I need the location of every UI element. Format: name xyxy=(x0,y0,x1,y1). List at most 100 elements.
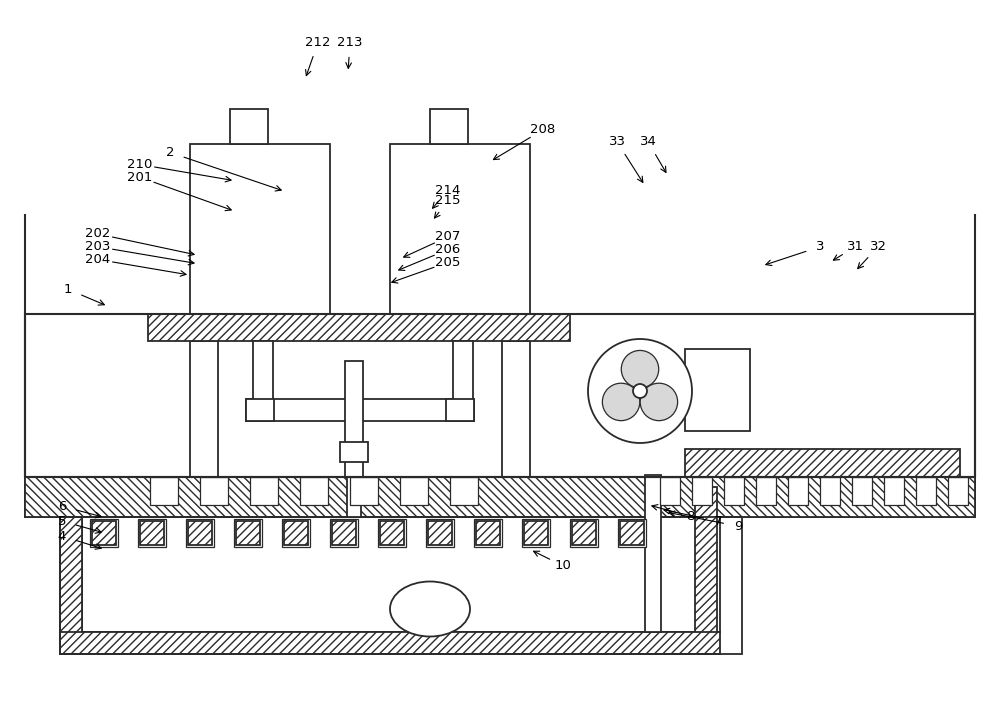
Bar xyxy=(190,144,330,314)
Bar xyxy=(788,477,808,505)
Bar xyxy=(236,521,260,545)
Text: 33: 33 xyxy=(608,135,626,148)
Circle shape xyxy=(633,384,647,398)
Circle shape xyxy=(640,383,678,420)
Bar xyxy=(852,477,872,505)
Text: 1: 1 xyxy=(64,283,72,296)
Bar xyxy=(90,519,118,547)
Text: 207: 207 xyxy=(435,230,461,243)
Bar xyxy=(246,399,474,421)
Bar xyxy=(190,341,218,477)
Bar xyxy=(692,477,712,505)
Text: 204: 204 xyxy=(85,253,111,266)
Bar xyxy=(660,477,680,505)
Circle shape xyxy=(602,383,640,420)
Text: 6: 6 xyxy=(58,500,66,513)
Bar xyxy=(450,477,478,505)
Bar xyxy=(756,477,776,505)
Bar xyxy=(347,462,361,517)
Bar xyxy=(138,519,166,547)
Bar xyxy=(570,519,598,547)
Text: 202: 202 xyxy=(85,228,111,240)
Bar xyxy=(340,442,368,462)
Bar xyxy=(25,477,975,517)
Text: 203: 203 xyxy=(85,240,111,253)
Text: 7: 7 xyxy=(714,515,722,527)
Bar xyxy=(820,477,840,505)
Text: 201: 201 xyxy=(127,171,153,184)
Bar xyxy=(25,314,975,477)
Bar xyxy=(446,399,474,421)
Bar xyxy=(92,521,116,545)
Bar xyxy=(230,109,268,144)
Bar xyxy=(332,521,356,545)
Bar xyxy=(250,477,278,505)
Text: 3: 3 xyxy=(816,240,824,253)
Text: 5: 5 xyxy=(58,515,66,527)
Bar xyxy=(948,477,968,505)
Text: 32: 32 xyxy=(870,240,887,253)
Bar xyxy=(282,519,310,547)
Bar xyxy=(426,519,454,547)
Bar xyxy=(300,477,328,505)
Bar xyxy=(380,521,404,545)
Bar xyxy=(140,521,164,545)
Text: 8: 8 xyxy=(686,510,694,523)
Circle shape xyxy=(588,339,692,443)
Text: 4: 4 xyxy=(58,530,66,542)
Bar xyxy=(246,399,274,421)
Bar xyxy=(400,477,428,505)
Bar xyxy=(695,487,717,654)
Bar xyxy=(390,144,530,314)
Bar xyxy=(186,519,214,547)
Bar xyxy=(25,314,975,477)
Bar xyxy=(916,477,936,505)
Bar xyxy=(25,477,975,517)
Text: 10: 10 xyxy=(555,559,571,572)
Bar xyxy=(150,477,178,505)
Text: 213: 213 xyxy=(337,36,363,49)
Bar xyxy=(60,517,82,654)
Bar xyxy=(60,632,720,654)
Bar xyxy=(428,521,452,545)
Bar xyxy=(330,519,358,547)
Bar xyxy=(60,517,742,654)
Bar xyxy=(645,475,661,632)
Bar xyxy=(378,519,406,547)
Bar xyxy=(618,519,646,547)
Bar xyxy=(572,521,596,545)
Bar xyxy=(284,521,308,545)
Bar xyxy=(524,521,548,545)
Ellipse shape xyxy=(390,581,470,637)
Text: 31: 31 xyxy=(846,240,864,253)
Bar xyxy=(234,519,262,547)
Bar xyxy=(685,349,750,431)
Text: 205: 205 xyxy=(435,256,461,269)
Bar xyxy=(476,521,500,545)
Bar xyxy=(474,519,502,547)
Text: 210: 210 xyxy=(127,158,153,171)
Bar xyxy=(82,517,720,632)
Text: 34: 34 xyxy=(640,135,656,148)
Text: 206: 206 xyxy=(435,243,461,256)
Text: 2: 2 xyxy=(166,146,174,159)
Text: 212: 212 xyxy=(305,36,331,49)
Bar xyxy=(148,314,570,341)
Bar xyxy=(345,361,363,477)
Bar xyxy=(253,341,273,409)
Bar xyxy=(502,341,530,477)
Bar xyxy=(188,521,212,545)
Bar xyxy=(620,521,644,545)
Circle shape xyxy=(621,350,659,388)
Bar xyxy=(430,109,468,144)
Bar xyxy=(724,477,744,505)
Bar xyxy=(685,449,960,477)
Text: 215: 215 xyxy=(435,194,461,207)
Text: 208: 208 xyxy=(530,123,556,136)
Text: 9: 9 xyxy=(734,520,742,532)
Bar xyxy=(200,477,228,505)
Bar xyxy=(350,477,378,505)
Bar xyxy=(522,519,550,547)
Text: 214: 214 xyxy=(435,184,461,196)
Bar xyxy=(884,477,904,505)
